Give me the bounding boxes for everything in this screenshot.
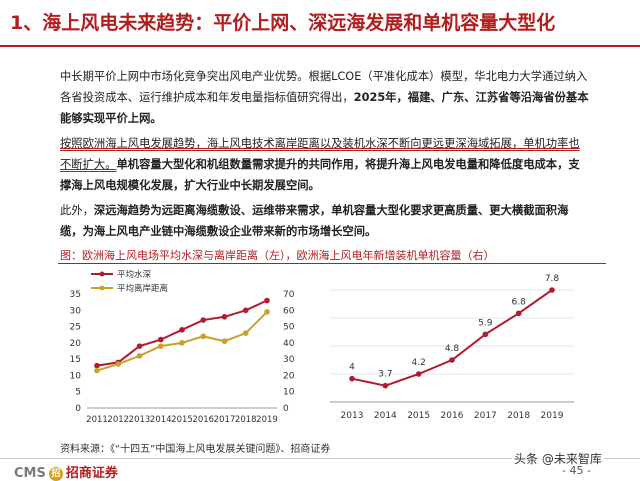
x-tick-label: 2013 xyxy=(341,411,364,421)
y-right-tick-label: 60 xyxy=(283,306,295,316)
data-point xyxy=(415,371,422,377)
y-right-tick-label: 40 xyxy=(283,339,295,349)
x-tick-label: 2019 xyxy=(541,411,564,421)
y-right-tick-label: 30 xyxy=(283,355,295,365)
x-tick-label: 2015 xyxy=(407,411,430,421)
legend-label: 平均离岸距离 xyxy=(117,283,168,294)
x-tick-label: 2019 xyxy=(256,415,278,425)
data-point xyxy=(179,327,185,333)
page-number: - 45 - xyxy=(562,464,591,477)
y-right-tick-label: 10 xyxy=(283,388,295,398)
paragraph-3: 此外，深远海趋势为远距离海缆敷设、运维带来需求，单机容量大型化要求更高质量、更大… xyxy=(60,200,590,242)
x-tick-label: 2016 xyxy=(192,415,214,425)
y-left-tick-label: 10 xyxy=(70,371,82,381)
data-point xyxy=(482,331,489,338)
x-tick-label: 2014 xyxy=(150,415,172,425)
series-line-1 xyxy=(96,299,268,367)
data-point xyxy=(115,361,122,367)
data-point xyxy=(242,307,249,314)
data-label: 3.7 xyxy=(378,370,392,380)
data-point xyxy=(136,343,143,349)
x-tick-label: 2016 xyxy=(441,411,464,421)
x-tick-label: 2018 xyxy=(507,411,530,421)
data-point xyxy=(449,357,455,363)
turbine-capacity-chart: 2013 2014 2015 2016 2017 2018 2019 4 3.7 4.2 4.8 5.… xyxy=(330,274,574,421)
paragraph-3-bold: 深远海趋势为远距离海缆敷设、运维带来需求，单机容量大型化要求更高质量、更大横截面… xyxy=(60,204,569,238)
logo-cms-text: CMS xyxy=(14,466,46,481)
paragraph-1: 中长期平价上网中市场化竞争突出风电产业优势。根据LCOE（平准化成本）模型，华北… xyxy=(60,66,590,129)
body-text: 中长期平价上网中市场化竞争突出风电产业优势。根据LCOE（平准化成本）模型，华北… xyxy=(60,66,590,246)
x-tick-label: 2012 xyxy=(107,415,129,425)
data-point xyxy=(200,317,207,323)
data-label: 5.9 xyxy=(478,318,493,328)
data-point xyxy=(221,314,228,320)
data-point xyxy=(136,353,143,359)
data-point xyxy=(264,297,270,304)
x-tick-label: 2015 xyxy=(171,415,193,425)
y-left-tick-label: 30 xyxy=(70,306,82,316)
x-tick-label: 2013 xyxy=(129,415,151,425)
caption-divider xyxy=(58,263,606,264)
paragraph-1-bold: 2025年，福建、广东、江苏省等沿海省份基本能够实现平价上网。 xyxy=(60,91,589,125)
data-point xyxy=(515,310,522,317)
source-note: 资料来源：《“十四五”中国海上风电发展关键问题》、招商证券 xyxy=(60,444,331,455)
page-title: 1、海上风电未来趋势：平价上网、深远海发展和单机容量大型化 xyxy=(10,12,556,34)
paragraph-2: 按照欧洲海上风电发展趋势，海上风电技术离岸距离以及装机水深不断向更远更深海域拓展… xyxy=(60,133,590,196)
data-label: 4 xyxy=(349,363,355,373)
data-point xyxy=(94,367,100,374)
y-left-tick-label: 15 xyxy=(70,355,81,365)
data-point xyxy=(94,362,100,369)
legend-marker xyxy=(99,285,105,291)
paragraph-2-bold: 单机容量大型化和机组数量需求提升的共同作用，将提升海上风电发电量和降低度电成本，… xyxy=(60,158,580,192)
x-tick-label: 2017 xyxy=(474,411,497,421)
footer-divider xyxy=(0,458,640,459)
x-tick-label: 2018 xyxy=(235,415,257,425)
y-left-tick-label: 25 xyxy=(70,323,81,333)
x-tick-label: 2014 xyxy=(374,411,397,421)
data-point xyxy=(221,338,228,345)
title-divider xyxy=(0,45,640,47)
figure-caption: 图：欧洲海上风电场平均水深与离岸距离（左），欧洲海上风电年新增装机单机容量（右） xyxy=(60,249,495,262)
data-point xyxy=(382,382,389,389)
data-label: 7.8 xyxy=(545,274,560,284)
data-point xyxy=(179,340,185,346)
logo-mark-icon: 招 xyxy=(48,467,63,481)
data-point xyxy=(264,309,270,315)
data-point xyxy=(200,333,207,340)
y-left-tick-label: 35 xyxy=(70,290,81,300)
x-tick-label: 2011 xyxy=(86,415,108,425)
data-label: 4.2 xyxy=(412,358,426,368)
y-right-tick-label: 20 xyxy=(283,371,295,381)
y-left-tick-label: 0 xyxy=(75,404,81,414)
logo-name-text: 招商证券 xyxy=(65,466,118,481)
paragraph-3-text: 此外， xyxy=(60,204,94,217)
data-label: 6.8 xyxy=(512,297,527,307)
x-tick-label: 2017 xyxy=(214,415,236,425)
paragraph-1-text: 中长期平价上网中市场化竞争突出风电产业优势。根据LCOE（平准化成本）模型，华北… xyxy=(60,70,588,104)
paragraph-2-highlight: 按照欧洲海上风电发展趋势，海上风电技术离岸距离以及装机水深不断向更远更深海域拓展… xyxy=(60,137,580,171)
data-label: 4.8 xyxy=(445,344,460,354)
cms-logo: CMS 招招商证券 xyxy=(14,462,118,481)
data-point xyxy=(157,336,164,343)
legend-marker xyxy=(99,271,105,277)
legend-label: 平均水深 xyxy=(117,269,152,280)
y-right-tick-label: 70 xyxy=(283,290,295,300)
y-right-tick-label: 0 xyxy=(283,404,289,414)
data-point xyxy=(349,375,355,382)
data-point xyxy=(242,330,249,336)
y-right-tick-label: 50 xyxy=(283,323,295,333)
data-point xyxy=(157,343,164,349)
data-point xyxy=(549,287,555,293)
watermark: 头条 @未来智库 xyxy=(512,450,604,467)
y-left-tick-label: 5 xyxy=(75,388,81,398)
y-left-tick-label: 20 xyxy=(70,339,82,349)
